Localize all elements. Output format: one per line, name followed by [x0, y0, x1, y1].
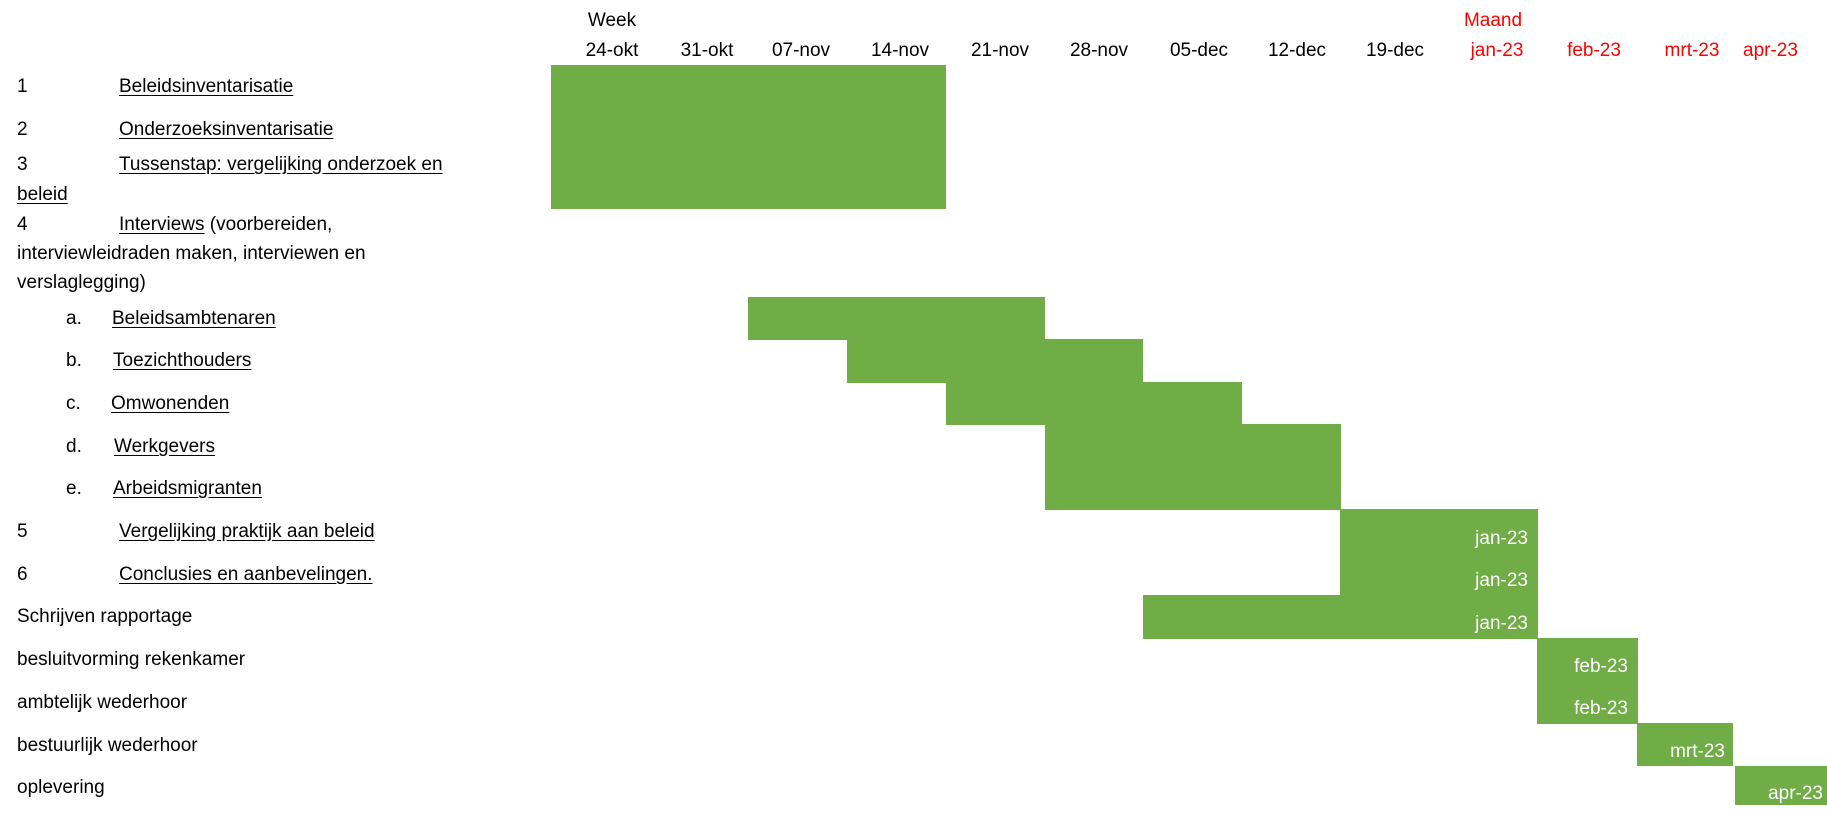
- task-row: 6 Conclusies en aanbevelingen.: [0, 560, 540, 590]
- task-label: Beleidsinventarisatie: [119, 76, 294, 97]
- bar-month-label: feb-23: [1574, 698, 1628, 719]
- month-column-header: jan-23: [1470, 40, 1524, 61]
- week-header-label: Week: [587, 10, 637, 31]
- bar-month-label: feb-23: [1574, 656, 1628, 677]
- bar-month-label: mrt-23: [1670, 741, 1725, 762]
- task-label-continuation: verslaglegging): [17, 272, 146, 293]
- task-bar: [1537, 638, 1638, 724]
- task-row: Schrijven rapportage: [17, 606, 193, 627]
- task-bar: [1045, 424, 1341, 510]
- subtask-letter: e.: [66, 478, 82, 499]
- subtask-letter: b.: [66, 350, 82, 371]
- week-column-header: 28-nov: [1069, 40, 1129, 61]
- month-column-header: apr-23: [1743, 40, 1798, 61]
- task-bar: [551, 65, 946, 209]
- task-number: 2: [17, 119, 28, 140]
- task-label-group: Interviews (voorbereiden,: [119, 210, 332, 240]
- subtask-row: e. Arbeidsmigranten: [0, 474, 540, 504]
- subtask-letter: d.: [66, 436, 82, 457]
- bar-month-label: apr-23: [1768, 783, 1823, 804]
- task-bar: [748, 297, 1045, 340]
- task-number: 5: [17, 521, 28, 542]
- week-column-header: 19-dec: [1365, 40, 1425, 61]
- month-column-header: mrt-23: [1664, 40, 1720, 61]
- task-number: 3: [17, 154, 28, 175]
- subtask-label: Arbeidsmigranten: [113, 478, 262, 499]
- week-column-header: 31-okt: [680, 40, 734, 61]
- bar-month-label: jan-23: [1475, 528, 1528, 549]
- week-column-header: 07-nov: [771, 40, 831, 61]
- week-column-header: 14-nov: [870, 40, 930, 61]
- week-column-header: 05-dec: [1169, 40, 1229, 61]
- task-row: besluitvorming rekenkamer: [17, 649, 246, 670]
- task-row: oplevering: [17, 777, 105, 798]
- task-row: 2 Onderzoeksinventarisatie: [0, 115, 540, 145]
- task-label: Conclusies en aanbevelingen.: [119, 564, 373, 585]
- task-number: 4: [17, 214, 28, 235]
- subtask-letter: c.: [66, 393, 81, 414]
- task-label-continuation: interviewleidraden maken, interviewen en: [17, 243, 366, 264]
- task-label: Interviews: [119, 214, 205, 235]
- subtask-row: b. Toezichthouders: [0, 346, 540, 376]
- task-number: 6: [17, 564, 28, 585]
- task-bar: [1735, 766, 1827, 805]
- task-row: 3 Tussenstap: vergelijking onderzoek en …: [0, 150, 540, 210]
- week-column-header: 21-nov: [970, 40, 1030, 61]
- month-header-label: Maand: [1463, 10, 1523, 31]
- week-column-header: 24-okt: [585, 40, 639, 61]
- bar-month-label: jan-23: [1475, 570, 1528, 591]
- subtask-label: Beleidsambtenaren: [112, 308, 276, 329]
- subtask-letter: a.: [66, 308, 82, 329]
- task-number: 1: [17, 76, 28, 97]
- bar-month-label: jan-23: [1475, 613, 1528, 634]
- month-column-header: feb-23: [1567, 40, 1621, 61]
- subtask-label: Toezichthouders: [113, 350, 252, 371]
- week-column-header: 12-dec: [1267, 40, 1327, 61]
- task-label: Vergelijking praktijk aan beleid: [119, 521, 375, 542]
- task-bar: [1340, 509, 1538, 596]
- subtask-label: Werkgevers: [114, 436, 216, 457]
- subtask-label: Omwonenden: [111, 393, 230, 414]
- task-row: ambtelijk wederhoor: [17, 692, 188, 713]
- task-label-suffix: (voorbereiden,: [204, 214, 333, 235]
- task-label: Onderzoeksinventarisatie: [119, 119, 334, 140]
- task-label-continuation: beleid: [17, 184, 68, 205]
- task-bar: [1143, 595, 1538, 639]
- task-row: 4 Interviews (voorbereiden, interviewlei…: [0, 210, 540, 300]
- subtask-row: c. Omwonenden: [0, 389, 540, 419]
- task-bar: [946, 382, 1242, 425]
- task-bar: [1637, 723, 1733, 766]
- task-row: 1 Beleidsinventarisatie: [0, 72, 540, 102]
- task-label: Tussenstap: vergelijking onderzoek en: [119, 154, 443, 175]
- task-row: 5 Vergelijking praktijk aan beleid: [0, 517, 540, 547]
- subtask-row: a. Beleidsambtenaren: [0, 304, 540, 334]
- subtask-row: d. Werkgevers: [0, 432, 540, 462]
- task-bar: [847, 339, 1143, 383]
- task-row: bestuurlijk wederhoor: [17, 735, 198, 756]
